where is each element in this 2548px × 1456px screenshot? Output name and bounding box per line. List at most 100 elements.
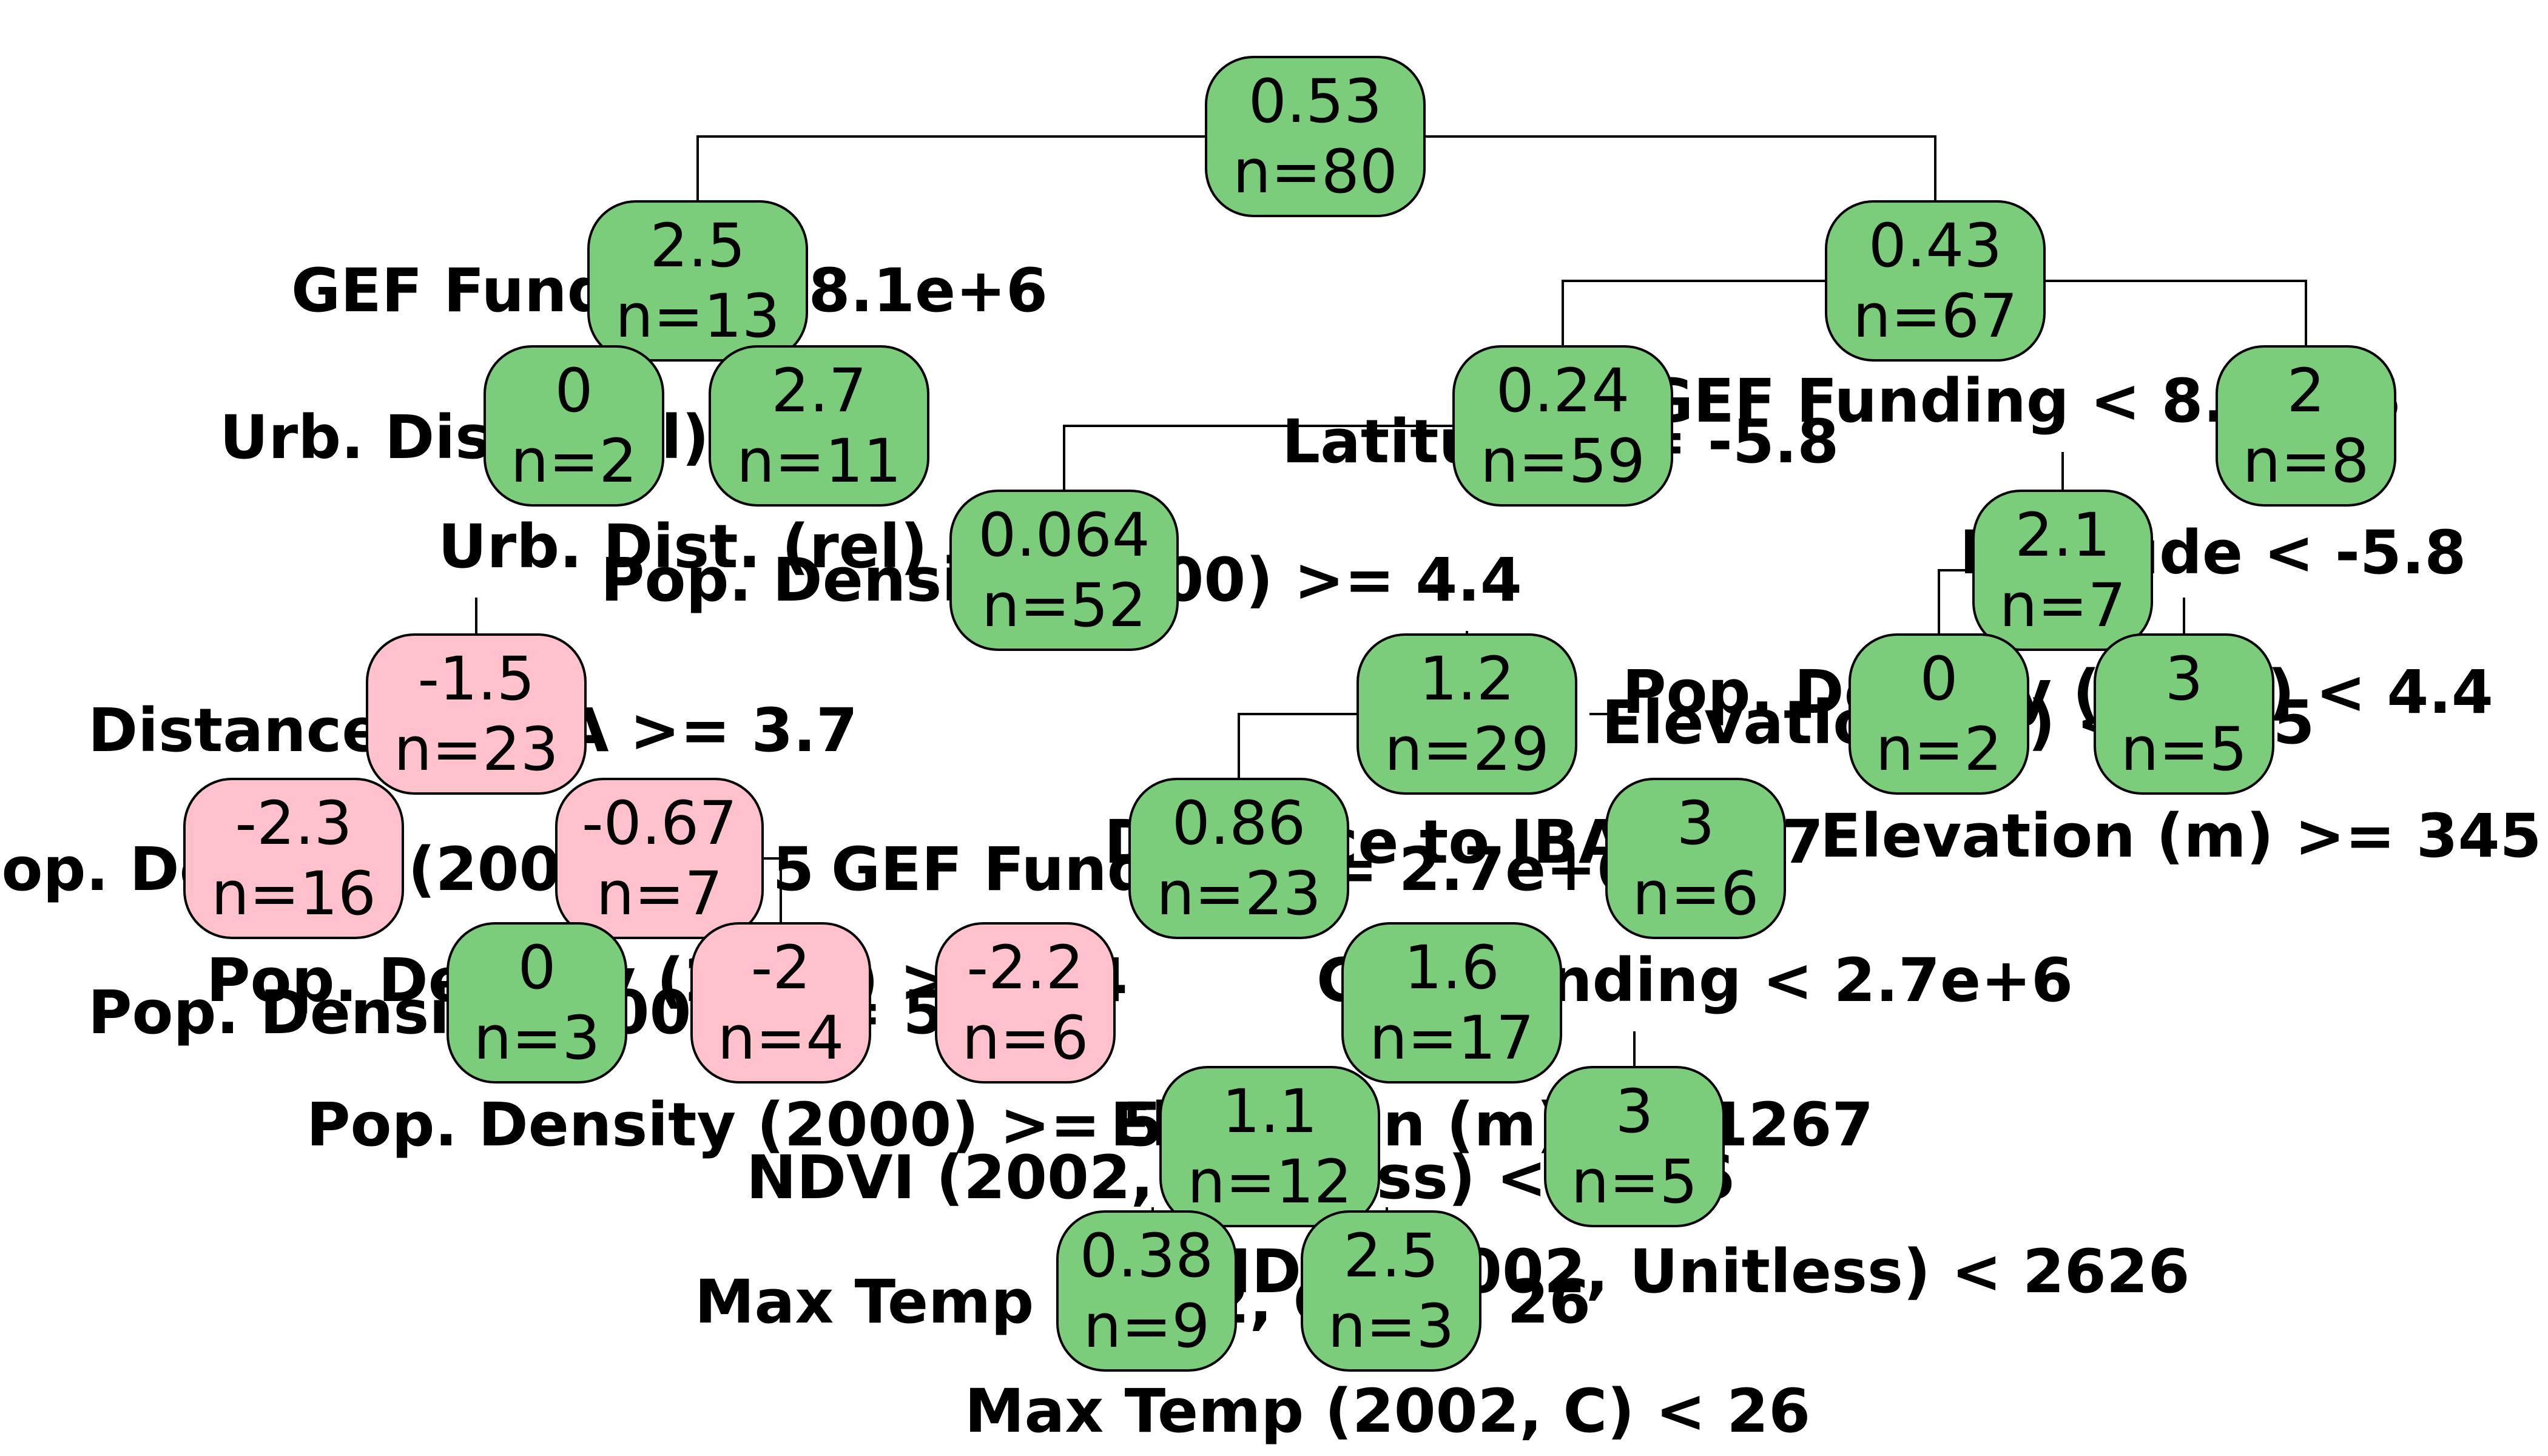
edge-n3-n6 — [1562, 280, 1935, 347]
node-box — [1056, 1210, 1237, 1372]
split-label: Pop. Density (2000) >= 5 — [306, 1090, 1163, 1160]
node-count: n=59 — [1480, 426, 1645, 496]
node-value: 0 — [518, 933, 556, 1003]
node-count: n=23 — [1156, 859, 1321, 929]
node-count: n=7 — [596, 859, 723, 929]
node-box — [690, 922, 871, 1084]
node-count: n=7 — [2000, 571, 2126, 641]
tree-node: 3n=5 — [1544, 1066, 1725, 1227]
node-count: n=6 — [962, 1003, 1089, 1073]
edge-root-n3 — [1315, 135, 1936, 202]
node-box — [555, 778, 764, 939]
node-value: 0.86 — [1172, 789, 1306, 858]
tree-node: 3n=6 — [1605, 778, 1786, 939]
tree-node: 0.43n=67 — [1825, 200, 2046, 362]
tree-node: 2.5n=3 — [1301, 1210, 1481, 1372]
node-value: 1.1 — [1222, 1077, 1317, 1147]
tree-node: -2.3n=16 — [183, 778, 404, 939]
tree-nodes: 0.53n=80 2.5n=13 0.43n=67 0n=2 2.7n=11 0… — [183, 56, 2396, 1372]
tree-node: 2.7n=11 — [709, 345, 929, 507]
node-box — [1159, 1066, 1380, 1227]
tree-node: -1.5n=23 — [366, 633, 587, 795]
node-value: -1.5 — [417, 644, 534, 714]
node-value: 3 — [1616, 1077, 1654, 1147]
node-box — [935, 922, 1116, 1084]
node-box — [1605, 778, 1786, 939]
node-count: n=80 — [1233, 137, 1398, 207]
tree-node: 2.5n=13 — [587, 200, 808, 362]
node-count: n=4 — [718, 1003, 844, 1073]
tree-node: 0.38n=9 — [1056, 1210, 1237, 1372]
node-box — [484, 345, 664, 507]
node-value: -0.67 — [582, 789, 737, 858]
node-value: 0.24 — [1496, 356, 1630, 426]
edge-n3-n7 — [1935, 280, 2307, 347]
tree-node: 1.1n=12 — [1159, 1066, 1380, 1227]
node-count: n=67 — [1853, 281, 2018, 351]
node-value: 2 — [2287, 356, 2325, 426]
node-value: 0.43 — [1869, 211, 2002, 281]
node-box — [447, 922, 627, 1084]
tree-node: 0n=3 — [447, 922, 627, 1084]
node-count: n=6 — [1633, 859, 1759, 929]
node-count: n=2 — [511, 426, 638, 496]
tree-node: 3n=5 — [2094, 633, 2274, 795]
tree-node: 0n=2 — [484, 345, 664, 507]
node-box — [1341, 922, 1562, 1084]
node-box — [587, 200, 808, 362]
node-count: n=17 — [1369, 1003, 1534, 1073]
node-value: 1.6 — [1404, 933, 1499, 1003]
node-value: 0 — [555, 356, 593, 426]
node-value: 2.5 — [1343, 1221, 1438, 1291]
tree-node: 0n=2 — [1849, 633, 2029, 795]
node-box — [1357, 633, 1577, 795]
node-count: n=9 — [1084, 1292, 1210, 1361]
tree-node: -2n=4 — [690, 922, 871, 1084]
node-value: -2.2 — [966, 933, 1084, 1003]
node-value: 2.5 — [650, 211, 745, 281]
tree-node: 2.1n=7 — [1972, 490, 2153, 651]
node-count: n=8 — [2243, 426, 2370, 496]
tree-node: -2.2n=6 — [935, 922, 1116, 1084]
node-box — [1301, 1210, 1481, 1372]
node-box — [183, 778, 404, 939]
node-value: 0 — [1920, 644, 1958, 714]
tree-node: 0.86n=23 — [1128, 778, 1349, 939]
tree-node: 2n=8 — [2216, 345, 2396, 507]
node-box — [366, 633, 587, 795]
node-value: 0.38 — [1080, 1221, 1213, 1291]
node-count: n=11 — [736, 426, 902, 496]
node-count: n=16 — [211, 859, 376, 929]
node-value: 1.2 — [1419, 644, 1514, 714]
node-box — [2216, 345, 2396, 507]
node-value: 2.1 — [2015, 500, 2110, 570]
node-box — [1849, 633, 2029, 795]
edge-n6-n12 — [1063, 425, 1563, 491]
node-value: 3 — [1677, 789, 1715, 858]
node-box — [1825, 200, 2046, 362]
node-box — [1544, 1066, 1725, 1227]
node-count: n=3 — [474, 1003, 601, 1073]
node-count: n=3 — [1328, 1292, 1455, 1361]
tree-node: 1.2n=29 — [1357, 633, 1577, 795]
node-count: n=5 — [2121, 715, 2248, 784]
node-box — [1128, 778, 1349, 939]
node-box — [709, 345, 929, 507]
node-value: 0.53 — [1249, 67, 1382, 136]
tree-node-root: 0.53n=80 — [1205, 56, 1426, 217]
edge-root-n2 — [696, 135, 1315, 202]
node-count: n=13 — [615, 281, 780, 351]
node-box — [1972, 490, 2153, 651]
node-count: n=12 — [1187, 1147, 1352, 1217]
node-count: n=23 — [394, 715, 559, 784]
split-label: Pop. Density (2000) < 4.4 — [1622, 658, 2493, 727]
tree-node: 1.6n=17 — [1341, 922, 1562, 1084]
node-count: n=29 — [1384, 715, 1549, 784]
node-value: 3 — [2165, 644, 2203, 714]
node-count: n=5 — [1571, 1147, 1698, 1217]
node-box — [1205, 56, 1426, 217]
tree-node: -0.67n=7 — [555, 778, 764, 939]
split-label: Elevation (m) >= 345 — [1820, 801, 2541, 871]
